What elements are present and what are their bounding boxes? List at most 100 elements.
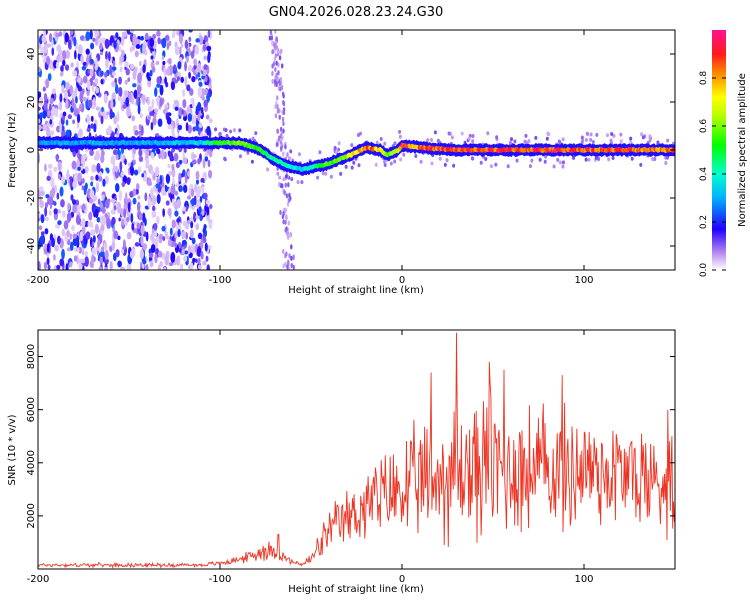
ridge-halo-speck	[606, 133, 610, 138]
noise-speck	[48, 209, 52, 216]
ridge-halo-speck	[357, 163, 361, 168]
noise-speck	[136, 201, 141, 212]
noise-speck	[195, 258, 198, 264]
noise-speck	[174, 106, 179, 111]
noise-speck	[110, 155, 116, 165]
noise-speck	[65, 49, 71, 59]
noise-speck	[204, 156, 209, 162]
noise-speck	[198, 206, 202, 214]
noise-speck	[103, 257, 109, 265]
streak-speck	[290, 244, 293, 250]
ridge-halo-speck	[589, 137, 593, 142]
ridge-halo-speck	[374, 162, 378, 167]
noise-speck	[200, 251, 204, 260]
noise-speck	[96, 217, 101, 223]
ridge-halo-speck	[558, 160, 562, 165]
noise-speck	[113, 205, 117, 210]
ridge-halo-speck	[357, 133, 361, 138]
noise-speck	[83, 234, 87, 246]
noise-speck	[141, 94, 146, 103]
noise-speck	[121, 218, 125, 227]
streak-speck	[286, 264, 289, 270]
streak-speck	[275, 81, 278, 87]
streak-speck	[275, 142, 279, 148]
noise-speck	[46, 43, 51, 48]
noise-speck	[119, 161, 123, 172]
noise-speck	[53, 264, 58, 270]
noise-speck	[44, 228, 49, 235]
noise-speck	[177, 61, 182, 70]
noise-speck	[200, 106, 204, 114]
noise-speck	[142, 43, 147, 55]
noise-speck	[76, 113, 81, 123]
noise-speck	[117, 235, 121, 241]
noise-speck	[81, 185, 85, 191]
noise-speck	[140, 125, 144, 136]
noise-speck	[124, 158, 127, 165]
noise-speck	[84, 182, 88, 190]
ridge-halo-speck	[218, 131, 222, 136]
noise-speck	[76, 247, 80, 253]
noise-speck	[73, 255, 78, 262]
streak-speck	[283, 189, 286, 195]
noise-speck	[175, 183, 180, 188]
noise-speck	[167, 239, 172, 247]
noise-speck	[57, 161, 62, 172]
noise-speck	[140, 235, 144, 247]
noise-speck	[62, 59, 66, 67]
noise-speck	[115, 32, 119, 39]
noise-speck	[96, 162, 101, 173]
noise-speck	[158, 233, 164, 241]
ridge-halo-speck	[587, 157, 591, 162]
noise-speck	[190, 97, 194, 104]
noise-speck	[197, 257, 201, 265]
noise-speck	[119, 66, 123, 73]
ridge-core	[672, 148, 675, 153]
noise-speck	[164, 255, 169, 266]
ridge-halo-speck	[448, 131, 452, 136]
noise-speck	[183, 184, 188, 193]
noise-speck	[104, 266, 109, 270]
ridge-halo-speck	[443, 162, 447, 167]
noise-speck	[110, 99, 114, 110]
colorbar-tick-label: 0.2	[699, 215, 709, 229]
noise-speck	[59, 258, 65, 267]
noise-speck	[199, 195, 203, 203]
noise-speck	[124, 61, 129, 68]
ridge-halo-speck	[389, 161, 393, 166]
streak-speck	[271, 63, 274, 69]
ridge-halo-speck	[664, 155, 668, 160]
noise-speck	[202, 158, 206, 169]
ridge-halo-speck	[414, 153, 418, 158]
noise-speck	[172, 177, 175, 187]
noise-speck	[147, 115, 151, 120]
noise-speck	[178, 159, 183, 165]
streak-speck	[270, 35, 274, 41]
noise-speck	[58, 101, 63, 111]
noise-speck	[39, 235, 44, 246]
noise-speck	[172, 120, 176, 129]
noise-speck	[90, 229, 96, 236]
noise-speck	[54, 107, 59, 118]
noise-speck	[183, 148, 187, 153]
noise-speck	[100, 150, 105, 157]
streak-speck	[280, 85, 284, 91]
noise-speck	[209, 84, 213, 90]
noise-speck	[182, 98, 187, 109]
noise-speck	[100, 224, 105, 232]
noise-speck	[75, 215, 81, 225]
noise-speck	[97, 37, 103, 44]
noise-speck	[38, 261, 41, 270]
noise-speck	[171, 219, 176, 229]
ridge-halo-speck	[589, 132, 593, 137]
noise-speck	[105, 50, 108, 61]
streak-speck	[287, 220, 291, 226]
noise-speck	[172, 30, 176, 37]
snr-x-label: Height of straight line (km)	[288, 584, 424, 595]
noise-speck	[46, 242, 50, 253]
noise-speck	[118, 86, 123, 98]
noise-speck	[130, 213, 134, 224]
noise-speck	[79, 104, 82, 112]
noise-speck	[150, 151, 155, 160]
noise-speck	[156, 148, 161, 155]
